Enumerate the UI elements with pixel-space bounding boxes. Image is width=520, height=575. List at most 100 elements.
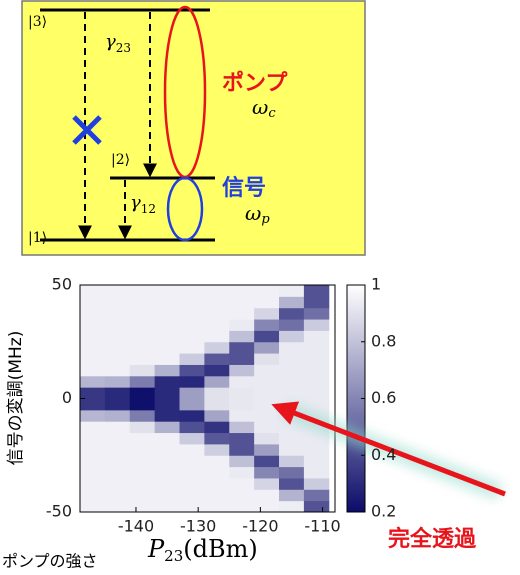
symbol: ω: [245, 201, 261, 225]
heat-cell: [279, 421, 305, 434]
heat-cell: [80, 296, 106, 309]
heat-cell: [303, 341, 330, 354]
heat-cell: [204, 353, 230, 365]
heat-cell: [229, 477, 255, 490]
heat-cell: [80, 466, 106, 479]
heat-cell: [179, 353, 205, 365]
heat-cell: [254, 421, 280, 434]
heat-cell: [104, 319, 131, 331]
pump-frequency: ωc: [252, 95, 276, 121]
heat-cell: [229, 489, 255, 502]
heat-cell: [254, 353, 280, 365]
heat-cell: [254, 330, 280, 343]
heat-cell: [204, 341, 230, 354]
heat-cell: [154, 319, 181, 331]
heat-cell: [104, 341, 131, 354]
heat-cell: [129, 443, 156, 456]
heat-cell: [303, 489, 330, 502]
pump-label: ポンプ: [222, 70, 288, 96]
heat-cell: [179, 285, 205, 297]
heat-cell: [80, 421, 106, 434]
heat-cell: [229, 387, 255, 399]
heat-cell: [229, 432, 255, 445]
heat-cell: [80, 285, 106, 297]
heat-cell: [129, 330, 156, 343]
heat-cell: [204, 409, 230, 422]
heat-cell: [154, 409, 181, 422]
heat-cell: [303, 285, 330, 297]
heat-cell: [154, 500, 181, 513]
level-diagram: |3⟩ |2⟩ |1⟩ γ23 γ12 ポンプ ωc 信号 ωp: [21, 0, 366, 256]
heat-cell: [154, 364, 181, 377]
heat-cell: [129, 341, 156, 354]
heat-cell: [154, 432, 181, 445]
heat-cell: [254, 319, 280, 331]
heat-cell: [104, 455, 131, 468]
heat-cell: [80, 398, 106, 411]
heat-cell: [80, 455, 106, 468]
heat-cell: [104, 398, 131, 411]
symbol: ω: [252, 95, 268, 119]
heat-cell: [154, 285, 181, 297]
heat-cell: [179, 432, 205, 445]
heat-cell: [80, 409, 106, 422]
heat-cell: [254, 364, 280, 377]
decay-rate: γ12: [130, 192, 156, 216]
heat-cell: [279, 387, 305, 399]
heat-cell: [104, 296, 131, 309]
heat-cell: [279, 500, 305, 513]
heat-cell: [303, 319, 330, 331]
subscript: c: [268, 106, 276, 121]
heat-cell: [154, 489, 181, 502]
heat-cell: [154, 353, 181, 365]
heat-cell: [204, 398, 230, 411]
heat-cell: [80, 330, 106, 343]
heat-cell: [204, 364, 230, 377]
heat-cell: [129, 296, 156, 309]
heat-cell: [104, 375, 131, 388]
heat-cell: [80, 387, 106, 399]
heat-cell: [129, 466, 156, 479]
heat-cell: [104, 387, 131, 399]
heat-cell: [303, 364, 330, 377]
heat-cell: [279, 443, 305, 456]
heat-cell: [104, 421, 131, 434]
heat-cell: [104, 285, 131, 297]
heat-cell: [104, 489, 131, 502]
heat-cell: [204, 421, 230, 434]
heat-cell: [204, 489, 230, 502]
heat-cell: [303, 353, 330, 365]
heat-cell: [179, 375, 205, 388]
heat-cell: [129, 285, 156, 297]
heat-cell: [204, 443, 230, 456]
heat-cell: [154, 421, 181, 434]
heat-cell: [279, 466, 305, 479]
heat-cell: [254, 387, 280, 399]
heat-cell: [204, 307, 230, 320]
heat-cell: [303, 466, 330, 479]
heat-cell: [303, 432, 330, 445]
heat-cell: [104, 466, 131, 479]
heat-cell: [129, 500, 156, 513]
heat-cell: [254, 398, 280, 411]
heat-cell: [279, 296, 305, 309]
heat-cell: [229, 443, 255, 456]
heat-cell: [254, 432, 280, 445]
heat-cell: [204, 330, 230, 343]
heat-cell: [229, 319, 255, 331]
heat-cell: [179, 319, 205, 331]
heat-cell: [80, 432, 106, 445]
heat-cell: [303, 398, 330, 411]
heat-cell: [254, 307, 280, 320]
heat-cell: [254, 489, 280, 502]
heat-cell: [303, 455, 330, 468]
heat-cell: [154, 387, 181, 399]
heat-cell: [154, 307, 181, 320]
heat-cell: [104, 364, 131, 377]
heat-cell: [229, 285, 255, 297]
heat-cell: [254, 409, 280, 422]
heat-cell: [179, 330, 205, 343]
heat-cell: [104, 353, 131, 365]
x-tick-label: -130: [180, 517, 216, 536]
